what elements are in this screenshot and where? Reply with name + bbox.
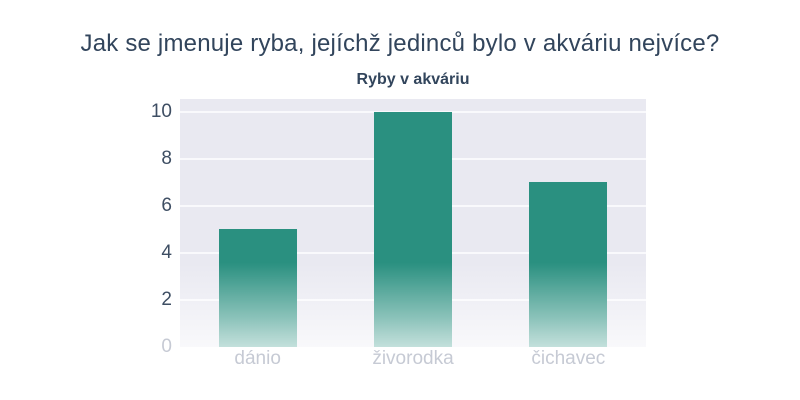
y-tick-label-2: 2 [161,288,172,310]
y-tick-label-4: 4 [161,241,172,263]
question-text: Jak se jmenuje ryba, jejíchž jedinců byl… [80,30,720,57]
x-tick-label-živorodka: živorodka [372,348,454,369]
bar-čichavec [529,182,608,347]
y-tick-label-10: 10 [150,100,172,122]
chart-title: Ryby v akváriu [356,71,470,88]
y-tick-label-0: 0 [161,336,172,357]
bar-dánio [218,229,297,347]
plot-area [180,99,646,347]
bar-živorodka [374,111,452,347]
x-tick-label-dánio: dánio [234,348,281,369]
y-tick-label-8: 8 [161,147,172,169]
y-tick-label-6: 6 [161,194,172,216]
x-tick-label-čichavec: čichavec [531,348,606,369]
